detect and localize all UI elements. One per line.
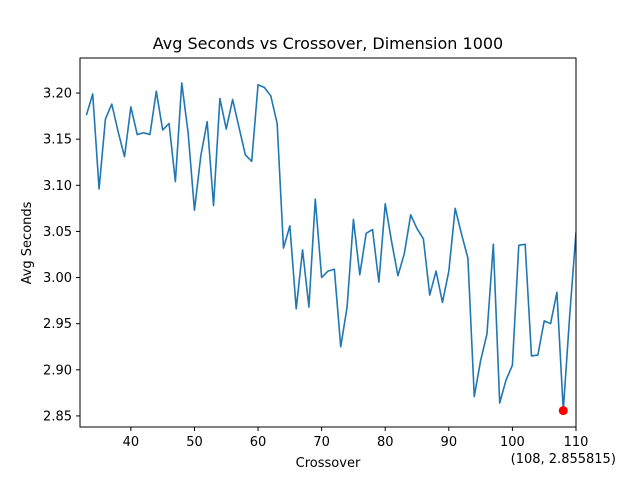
x-tick-label: 110 (564, 435, 589, 450)
x-tick-label: 100 (500, 435, 525, 450)
y-tick-label: 3.20 (43, 87, 72, 102)
x-tick-label: 40 (123, 435, 140, 450)
x-tick-label: 70 (313, 435, 330, 450)
x-axis-ticks: 40 50 60 70 80 90 100 110 (123, 427, 589, 450)
x-tick-label: 60 (250, 435, 267, 450)
series-line (85, 82, 576, 412)
y-tick-label: 3.10 (43, 179, 72, 194)
x-axis-label: Crossover (296, 456, 361, 471)
y-tick-label: 3.05 (43, 225, 72, 240)
chart-title: Avg Seconds vs Crossover, Dimension 1000 (153, 34, 503, 53)
y-axis-label: Avg Seconds (20, 201, 35, 284)
axes-frame (79, 57, 577, 428)
y-tick-label: 2.85 (43, 409, 72, 424)
y-tick-label: 2.95 (43, 317, 72, 332)
x-tick-label: 90 (441, 435, 458, 450)
plot-area (85, 82, 576, 416)
y-tick-label: 3.00 (43, 271, 72, 286)
y-tick-label: 2.90 (43, 363, 72, 378)
min-point-marker (558, 406, 568, 416)
min-point-annotation: (108, 2.855815) (511, 452, 616, 467)
y-axis-ticks: 2.85 2.90 2.95 3.00 3.05 3.10 3.15 3.20 (43, 87, 80, 424)
x-tick-label: 80 (377, 435, 394, 450)
x-tick-label: 50 (186, 435, 203, 450)
y-tick-label: 3.15 (43, 133, 72, 148)
